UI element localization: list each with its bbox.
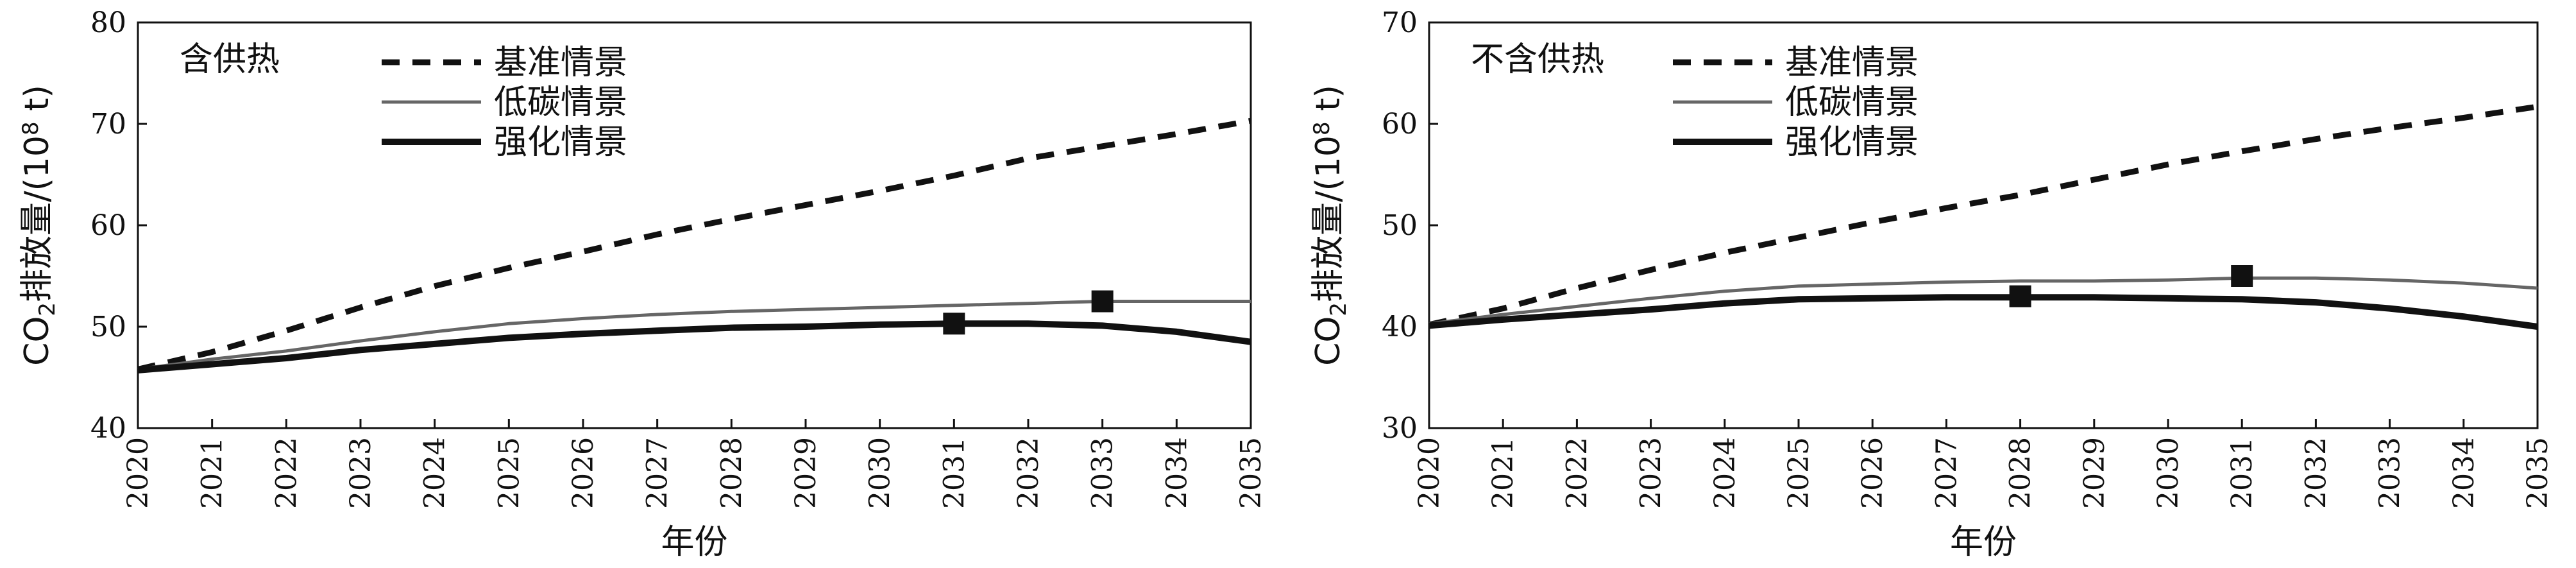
y-tick-label: 60 — [90, 209, 126, 242]
x-tick-label: 2034 — [2448, 437, 2480, 509]
x-tick-label: 2023 — [1635, 437, 1668, 509]
x-tick-label: 2026 — [1856, 437, 1889, 509]
legend-label-1: 基准情景 — [494, 44, 627, 82]
x-tick-label: 2032 — [2300, 437, 2332, 509]
series-line-2 — [137, 300, 1251, 371]
panel-title: 含供热 — [180, 40, 280, 79]
x-tick-label: 2033 — [2374, 437, 2407, 509]
x-tick-label: 2027 — [641, 437, 674, 509]
x-tick-label: 2028 — [715, 437, 748, 509]
x-tick-label: 2025 — [1783, 437, 1815, 509]
x-tick-label: 2024 — [1709, 437, 1741, 509]
x-tick-label: 2023 — [344, 437, 377, 509]
y-tick-label: 50 — [90, 311, 126, 343]
legend-label-1: 基准情景 — [1785, 44, 1919, 82]
series-line-2 — [1428, 276, 2538, 325]
x-tick-label: 2025 — [493, 437, 525, 509]
y-tick-label: 70 — [1382, 6, 1418, 39]
legend-label-2: 低碳情景 — [1785, 83, 1919, 122]
x-tick-label: 2020 — [122, 437, 155, 509]
x-tick-label: 2035 — [1235, 437, 1267, 509]
x-axis-label: 年份 — [661, 523, 727, 562]
x-tick-label: 2027 — [1930, 437, 1963, 509]
legend-label-3: 强化情景 — [494, 123, 627, 162]
series-line-3 — [1428, 294, 2538, 330]
x-tick-label: 2030 — [864, 437, 897, 509]
series-line-1 — [1428, 103, 2538, 328]
x-tick-label: 2024 — [419, 437, 452, 509]
x-tick-label: 2028 — [2004, 437, 2037, 509]
y-tick-label: 60 — [1382, 108, 1418, 141]
y-axis-label: CO2排放量/(108 t) — [1309, 85, 1352, 366]
x-tick-label: 2030 — [2152, 437, 2185, 509]
y-tick-label: 70 — [90, 108, 126, 141]
x-tick-label: 2031 — [2226, 437, 2258, 509]
x-tick-label: 2031 — [938, 437, 970, 509]
x-tick-label: 2029 — [790, 437, 822, 509]
x-tick-label: 2022 — [1561, 437, 1593, 509]
legend-label-3: 强化情景 — [1785, 123, 1919, 162]
y-tick-label: 40 — [1382, 311, 1418, 343]
y-tick-label: 30 — [1382, 412, 1418, 445]
chart-panel-2: 30 40 50 60 70 2020 2021 2022 2023 2024 2025 2026 20… — [1309, 6, 2554, 562]
x-tick-label: 2026 — [567, 437, 600, 509]
peak-marker — [1091, 290, 1114, 313]
plot-frame — [137, 21, 1252, 429]
x-tick-label: 2022 — [270, 437, 303, 509]
x-tick-label: 2020 — [1413, 437, 1446, 509]
series-line-3 — [137, 320, 1251, 374]
y-axis-label: CO2排放量/(108 t) — [18, 85, 60, 366]
x-tick-label: 2029 — [2078, 437, 2111, 509]
plot-frame — [1428, 21, 2539, 429]
x-tick-label: 2032 — [1012, 437, 1045, 509]
y-tick-label: 50 — [1382, 209, 1418, 242]
x-tick-label: 2034 — [1160, 437, 1193, 509]
peak-marker — [2231, 265, 2253, 287]
panel-title: 不含供热 — [1471, 40, 1604, 79]
x-tick-label: 2033 — [1087, 437, 1119, 509]
legend-label-2: 低碳情景 — [494, 83, 627, 122]
x-tick-label: 2035 — [2521, 437, 2554, 509]
y-tick-label: 80 — [90, 6, 126, 39]
chart-panel-1: 40 50 60 70 80 2020 2021 2022 2023 2024 2025 2026 20… — [18, 6, 1267, 562]
x-tick-label: 2021 — [1487, 437, 1520, 509]
peak-marker — [943, 313, 965, 335]
series-line-1 — [137, 117, 1251, 372]
x-tick-label: 2021 — [196, 437, 229, 509]
x-axis-label: 年份 — [1950, 523, 2017, 562]
y-tick-label: 40 — [90, 412, 126, 445]
peak-marker — [2009, 285, 2031, 307]
